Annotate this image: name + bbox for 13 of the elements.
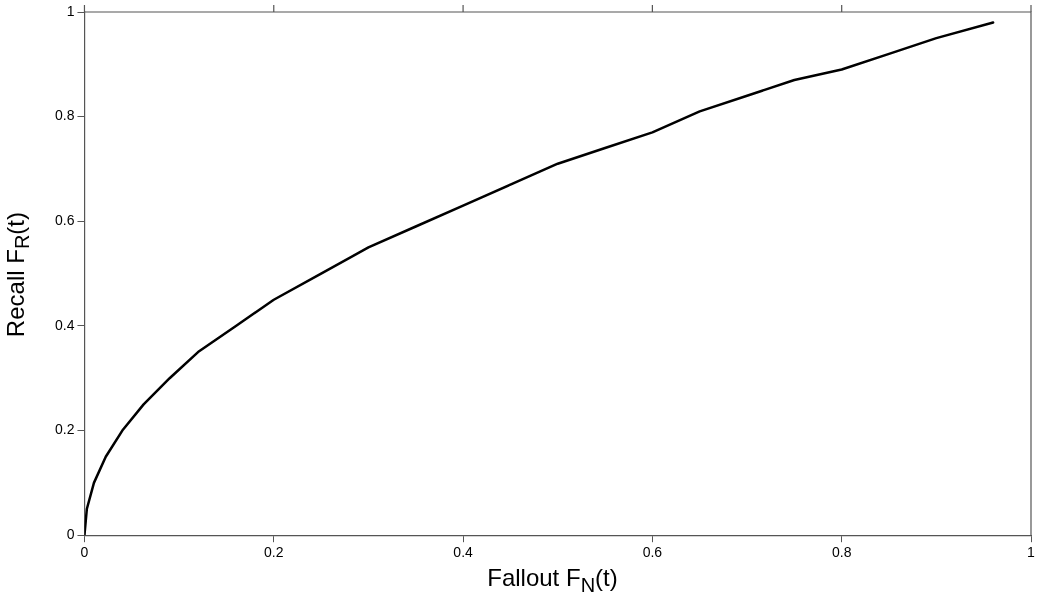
- x-tick-label: 1: [1027, 544, 1036, 561]
- x-axis-title: Fallout F$_{N}$(t): [487, 564, 618, 596]
- x-tick-label: 0.6: [642, 544, 663, 561]
- y-tick-label: 0.8: [54, 107, 75, 124]
- x-tick-label: 0.4: [453, 544, 474, 561]
- y-tick-label: 0.4: [54, 316, 75, 333]
- y-tick-label: 1: [66, 2, 75, 19]
- x-tick-label: 0: [80, 544, 89, 561]
- y-tick-label: 0.2: [54, 421, 75, 438]
- x-tick-label: 0.2: [264, 544, 284, 561]
- x-tick-label: 0.8: [831, 544, 852, 561]
- y-tick-label: 0: [66, 526, 75, 543]
- y-tick-label: 0.6: [54, 212, 75, 229]
